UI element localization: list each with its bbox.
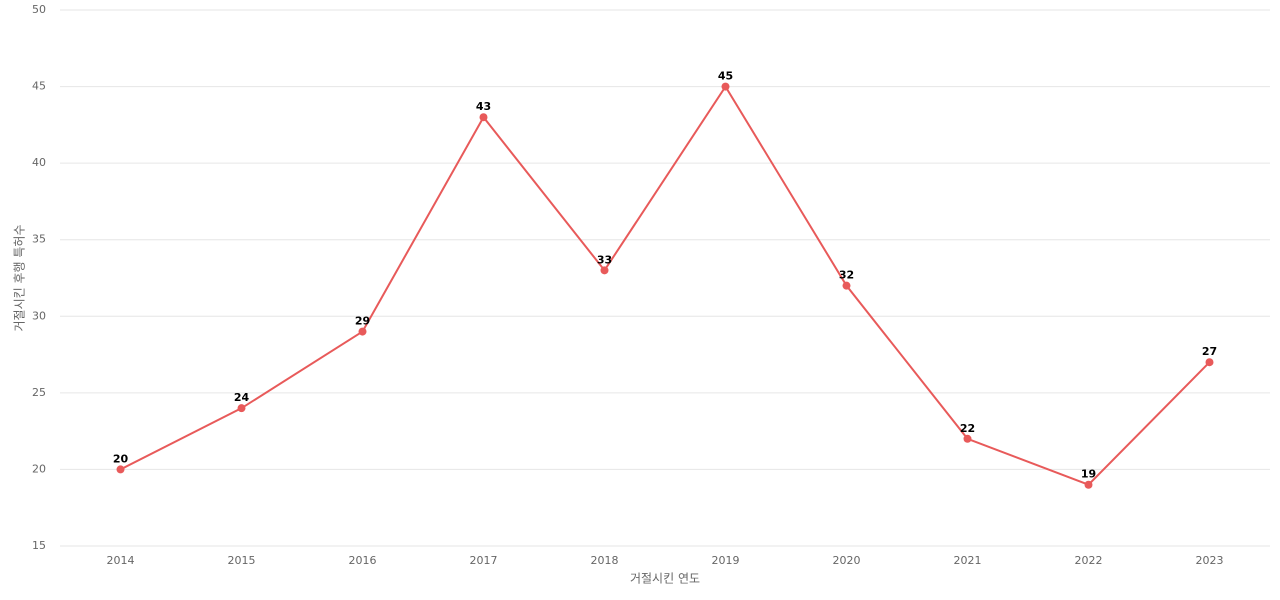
- data-label: 33: [597, 253, 612, 266]
- y-tick-label: 20: [32, 462, 46, 475]
- data-label: 45: [718, 70, 733, 83]
- y-tick-label: 50: [32, 3, 46, 16]
- x-tick-label: 2023: [1196, 554, 1224, 567]
- data-label: 29: [355, 315, 370, 328]
- y-tick-label: 45: [32, 80, 46, 93]
- point: [237, 404, 246, 413]
- y-axis-title: 거절시킨 후행 특허수: [12, 225, 27, 332]
- y-tick-label: 15: [32, 539, 46, 552]
- y-tick-label: 35: [32, 233, 46, 246]
- y-tick-label: 30: [32, 309, 46, 322]
- x-axis-title: 거절시킨 연도: [630, 572, 700, 586]
- data-label: 19: [1081, 468, 1096, 481]
- x-tick-label: 2022: [1075, 554, 1103, 567]
- line: [120, 84, 1211, 486]
- x-tick-label: 2021: [954, 554, 982, 567]
- x-tick-label: 2019: [712, 554, 740, 567]
- data-label: 24: [234, 391, 250, 404]
- point: [842, 281, 851, 290]
- x-tick-label: 2020: [833, 554, 861, 567]
- point: [479, 113, 488, 122]
- data-label: 20: [113, 452, 129, 465]
- data-label: 27: [1202, 345, 1217, 358]
- y-tick-label: 40: [32, 156, 46, 169]
- x-tick-label: 2014: [107, 554, 135, 567]
- data-label: 43: [476, 100, 491, 113]
- x-tick-label: 2015: [228, 554, 256, 567]
- x-tick-label: 2016: [349, 554, 377, 567]
- x-tick-label: 2017: [470, 554, 498, 567]
- x-tick-label: 2018: [591, 554, 619, 567]
- point: [600, 266, 609, 275]
- point: [1205, 358, 1214, 367]
- data-label: 22: [960, 422, 975, 435]
- point: [963, 434, 972, 443]
- y-tick-label: 25: [32, 386, 46, 399]
- data-label: 32: [839, 269, 854, 282]
- point: [116, 465, 125, 474]
- point: [358, 327, 367, 336]
- point: [1084, 480, 1093, 489]
- point: [721, 82, 730, 91]
